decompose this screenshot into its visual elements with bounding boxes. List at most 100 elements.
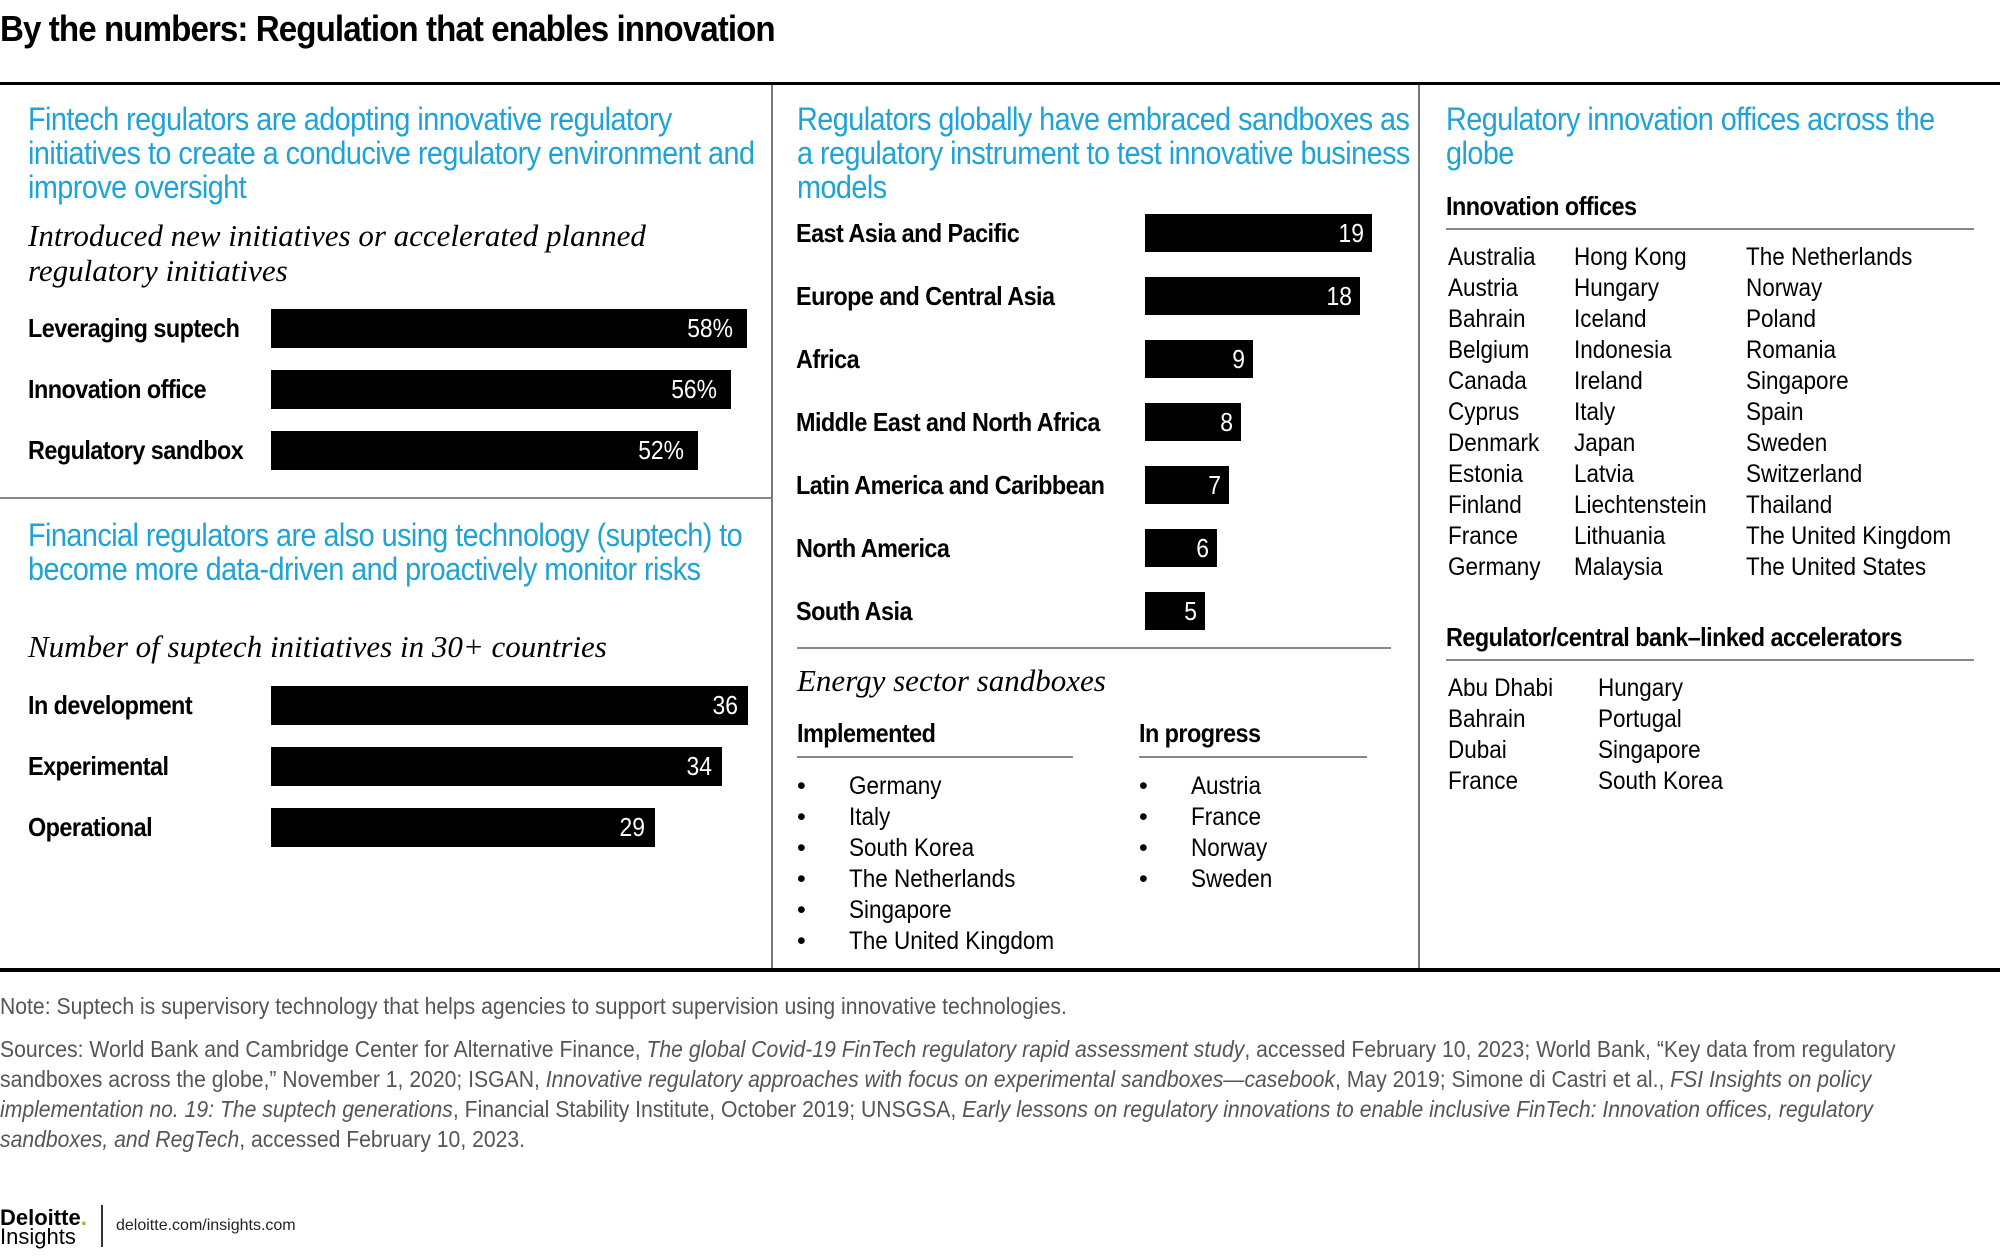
source-title: Early lessons on regulatory innovations …	[0, 1096, 1873, 1152]
accelerators-underline	[1446, 659, 1974, 661]
bar	[271, 431, 698, 470]
innovation-offices-list: Australia Austria Bahrain Belgium Canada Cypr…	[1446, 242, 1986, 587]
column-divider-2	[1418, 85, 1420, 968]
category-label: South Asia	[796, 596, 912, 626]
list-item-text: Austria	[1191, 772, 1262, 800]
list-item-text: Norway	[1191, 834, 1268, 862]
logo-dot: .	[80, 1205, 87, 1230]
list-item: The United States	[1746, 553, 1927, 581]
list-item: Bahrain	[1448, 705, 1526, 733]
bar-value-label: 34	[686, 751, 712, 781]
col1-section2-subtitle: Number of suptech initiatives in 30+ cou…	[28, 629, 607, 664]
list-item: • Germany	[797, 771, 1117, 802]
category-label: North America	[796, 533, 950, 563]
logo-separator	[101, 1205, 103, 1247]
col1-section1-heading: Fintech regulators are adopting innovati…	[28, 101, 755, 205]
site-url[interactable]: deloitte.com/insights.com	[116, 1217, 296, 1234]
category-label: Leveraging suptech	[28, 313, 240, 343]
bar-value-label: 58%	[687, 313, 733, 343]
list-item: Indonesia	[1574, 336, 1672, 364]
bar	[1145, 214, 1372, 252]
category-label: Regulatory sandbox	[28, 435, 244, 465]
list-item: Ireland	[1574, 367, 1643, 395]
source-title: The global Covid-19 FinTech regulatory r…	[646, 1036, 1245, 1062]
bullet-icon: •	[797, 803, 806, 831]
bar	[1145, 529, 1217, 567]
source-text: , May 2019; Simone di Castri et al.,	[1335, 1066, 1671, 1092]
deloitte-logo: Deloitte.	[0, 1205, 87, 1231]
list-item: Finland	[1448, 491, 1522, 519]
bar	[1145, 340, 1253, 378]
bar-value-label: 5	[1184, 596, 1197, 626]
implemented-list: • Germany • Italy • South Korea • The Netherlan…	[797, 771, 1117, 957]
list-item: The United Kingdom	[1746, 522, 1952, 550]
category-label: Operational	[28, 812, 153, 842]
logo-brand: Deloitte	[0, 1205, 81, 1230]
list-item: • The Netherlands	[797, 864, 1117, 895]
list-item: Cyprus	[1448, 398, 1520, 426]
list-item: Norway	[1746, 274, 1823, 302]
top-rule	[0, 82, 2000, 85]
list-column: The Netherlands Norway Poland Romania Singap…	[1746, 242, 1974, 583]
bar-value-label: 9	[1231, 344, 1245, 374]
list-item: Romania	[1746, 336, 1837, 364]
bar	[271, 747, 722, 786]
category-label: Innovation office	[28, 374, 207, 404]
bar-value-label: 56%	[670, 374, 717, 404]
list-item: Hong Kong	[1574, 243, 1687, 271]
list-item: • The United Kingdom	[797, 926, 1117, 957]
list-item: Lithuania	[1574, 522, 1666, 550]
bar	[1145, 277, 1361, 315]
bar	[271, 370, 731, 409]
innovation-offices-underline	[1446, 228, 1974, 230]
list-item: • Norway	[1139, 833, 1399, 864]
list-item-text: Germany	[849, 772, 942, 800]
bar-value-label: 7	[1207, 470, 1221, 500]
list-item: Sweden	[1746, 429, 1828, 457]
list-item: Abu Dhabi	[1448, 674, 1554, 702]
category-label: Europe and Central Asia	[796, 281, 1055, 311]
bar	[271, 808, 656, 847]
list-item: Estonia	[1448, 460, 1524, 488]
list-item: • France	[1139, 802, 1399, 833]
list-item: Australia	[1448, 243, 1536, 271]
bullet-icon: •	[1139, 834, 1148, 862]
list-item: Switzerland	[1746, 460, 1863, 488]
category-label: Middle East and North Africa	[796, 407, 1100, 437]
bar	[1145, 466, 1229, 504]
bar-value-label: 19	[1338, 218, 1364, 248]
list-item: • Italy	[797, 802, 1117, 833]
bullet-icon: •	[1139, 803, 1148, 831]
list-item: • Austria	[1139, 771, 1399, 802]
col2-section-divider	[797, 647, 1391, 649]
col2-heading: Regulators globally have embraced sandbo…	[797, 101, 1410, 205]
list-item-text: France	[1191, 803, 1262, 831]
in-progress-underline	[1139, 756, 1367, 758]
source-text: Sources: World Bank and Cambridge Center…	[0, 1036, 647, 1062]
bar	[1145, 403, 1241, 441]
category-label: Experimental	[28, 751, 169, 781]
list-item: Singapore	[1746, 367, 1849, 395]
footnote: Note: Suptech is supervisory technology …	[0, 993, 1067, 1019]
category-label: Africa	[796, 344, 860, 374]
chart-suptech-initiatives: In development 36 Experimental 34 Operationa…	[0, 0, 772, 968]
implemented-label: Implemented	[797, 718, 936, 748]
list-item: Japan	[1574, 429, 1636, 457]
list-item: Hungary	[1574, 274, 1660, 302]
bullet-icon: •	[797, 896, 806, 924]
list-item: Bahrain	[1448, 305, 1526, 333]
list-item: Germany	[1448, 553, 1541, 581]
source-text: , Financial Stability Institute, October…	[452, 1096, 963, 1122]
col1-section2-heading: Financial regulators are also using tech…	[28, 517, 743, 587]
category-label: East Asia and Pacific	[796, 218, 1020, 248]
bar-value-label: 6	[1195, 533, 1209, 563]
list-item-text: The United Kingdom	[849, 927, 1055, 955]
list-item: Hungary	[1598, 674, 1684, 702]
bar	[271, 309, 747, 348]
source-title: FSI Insights on policy implementation no…	[0, 1066, 1872, 1122]
accelerators-list: Abu Dhabi Bahrain Dubai France Hungary Portug…	[1446, 673, 1846, 803]
implemented-underline	[797, 756, 1073, 758]
list-item: Italy	[1574, 398, 1616, 426]
bullet-icon: •	[1139, 772, 1148, 800]
list-item: Latvia	[1574, 460, 1635, 488]
